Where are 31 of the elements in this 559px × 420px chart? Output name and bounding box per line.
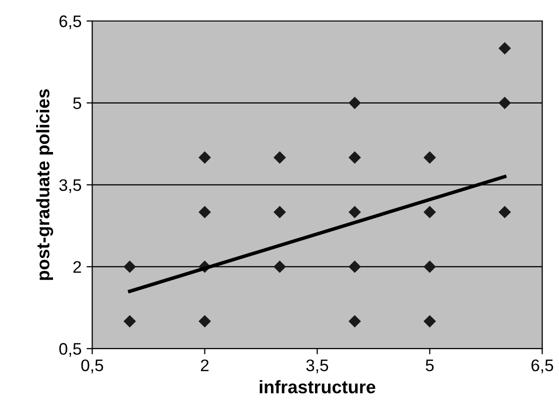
y-tick-label: 0,5 xyxy=(59,343,82,357)
point xyxy=(274,260,286,273)
y-tick-label: 2 xyxy=(73,261,81,273)
point xyxy=(348,151,361,164)
point xyxy=(198,315,211,328)
x-tick-label: 3,5 xyxy=(306,359,328,374)
point xyxy=(198,151,211,164)
x-tick-label: 5 xyxy=(426,360,434,372)
y-tick-label: 5 xyxy=(73,97,82,110)
x-axis-title: infrastructure xyxy=(260,380,376,394)
point xyxy=(498,42,511,55)
point xyxy=(498,96,511,110)
point xyxy=(498,206,511,218)
point xyxy=(424,151,436,164)
point xyxy=(198,206,211,218)
point xyxy=(124,260,136,273)
x-tick-label: 2 xyxy=(200,359,209,372)
point xyxy=(424,315,436,328)
point xyxy=(348,315,361,328)
point xyxy=(424,260,436,273)
y-tick-label: 6,5 xyxy=(60,15,82,30)
point xyxy=(274,206,286,218)
y-axis-title: post-graduate policies xyxy=(36,89,54,280)
point xyxy=(424,206,436,218)
point xyxy=(348,260,361,273)
point xyxy=(348,96,361,110)
point xyxy=(274,151,286,164)
point xyxy=(124,315,136,328)
y-tick-label: 3,5 xyxy=(59,179,82,193)
point xyxy=(348,206,361,218)
x-tick-label: 6,5 xyxy=(531,359,554,374)
